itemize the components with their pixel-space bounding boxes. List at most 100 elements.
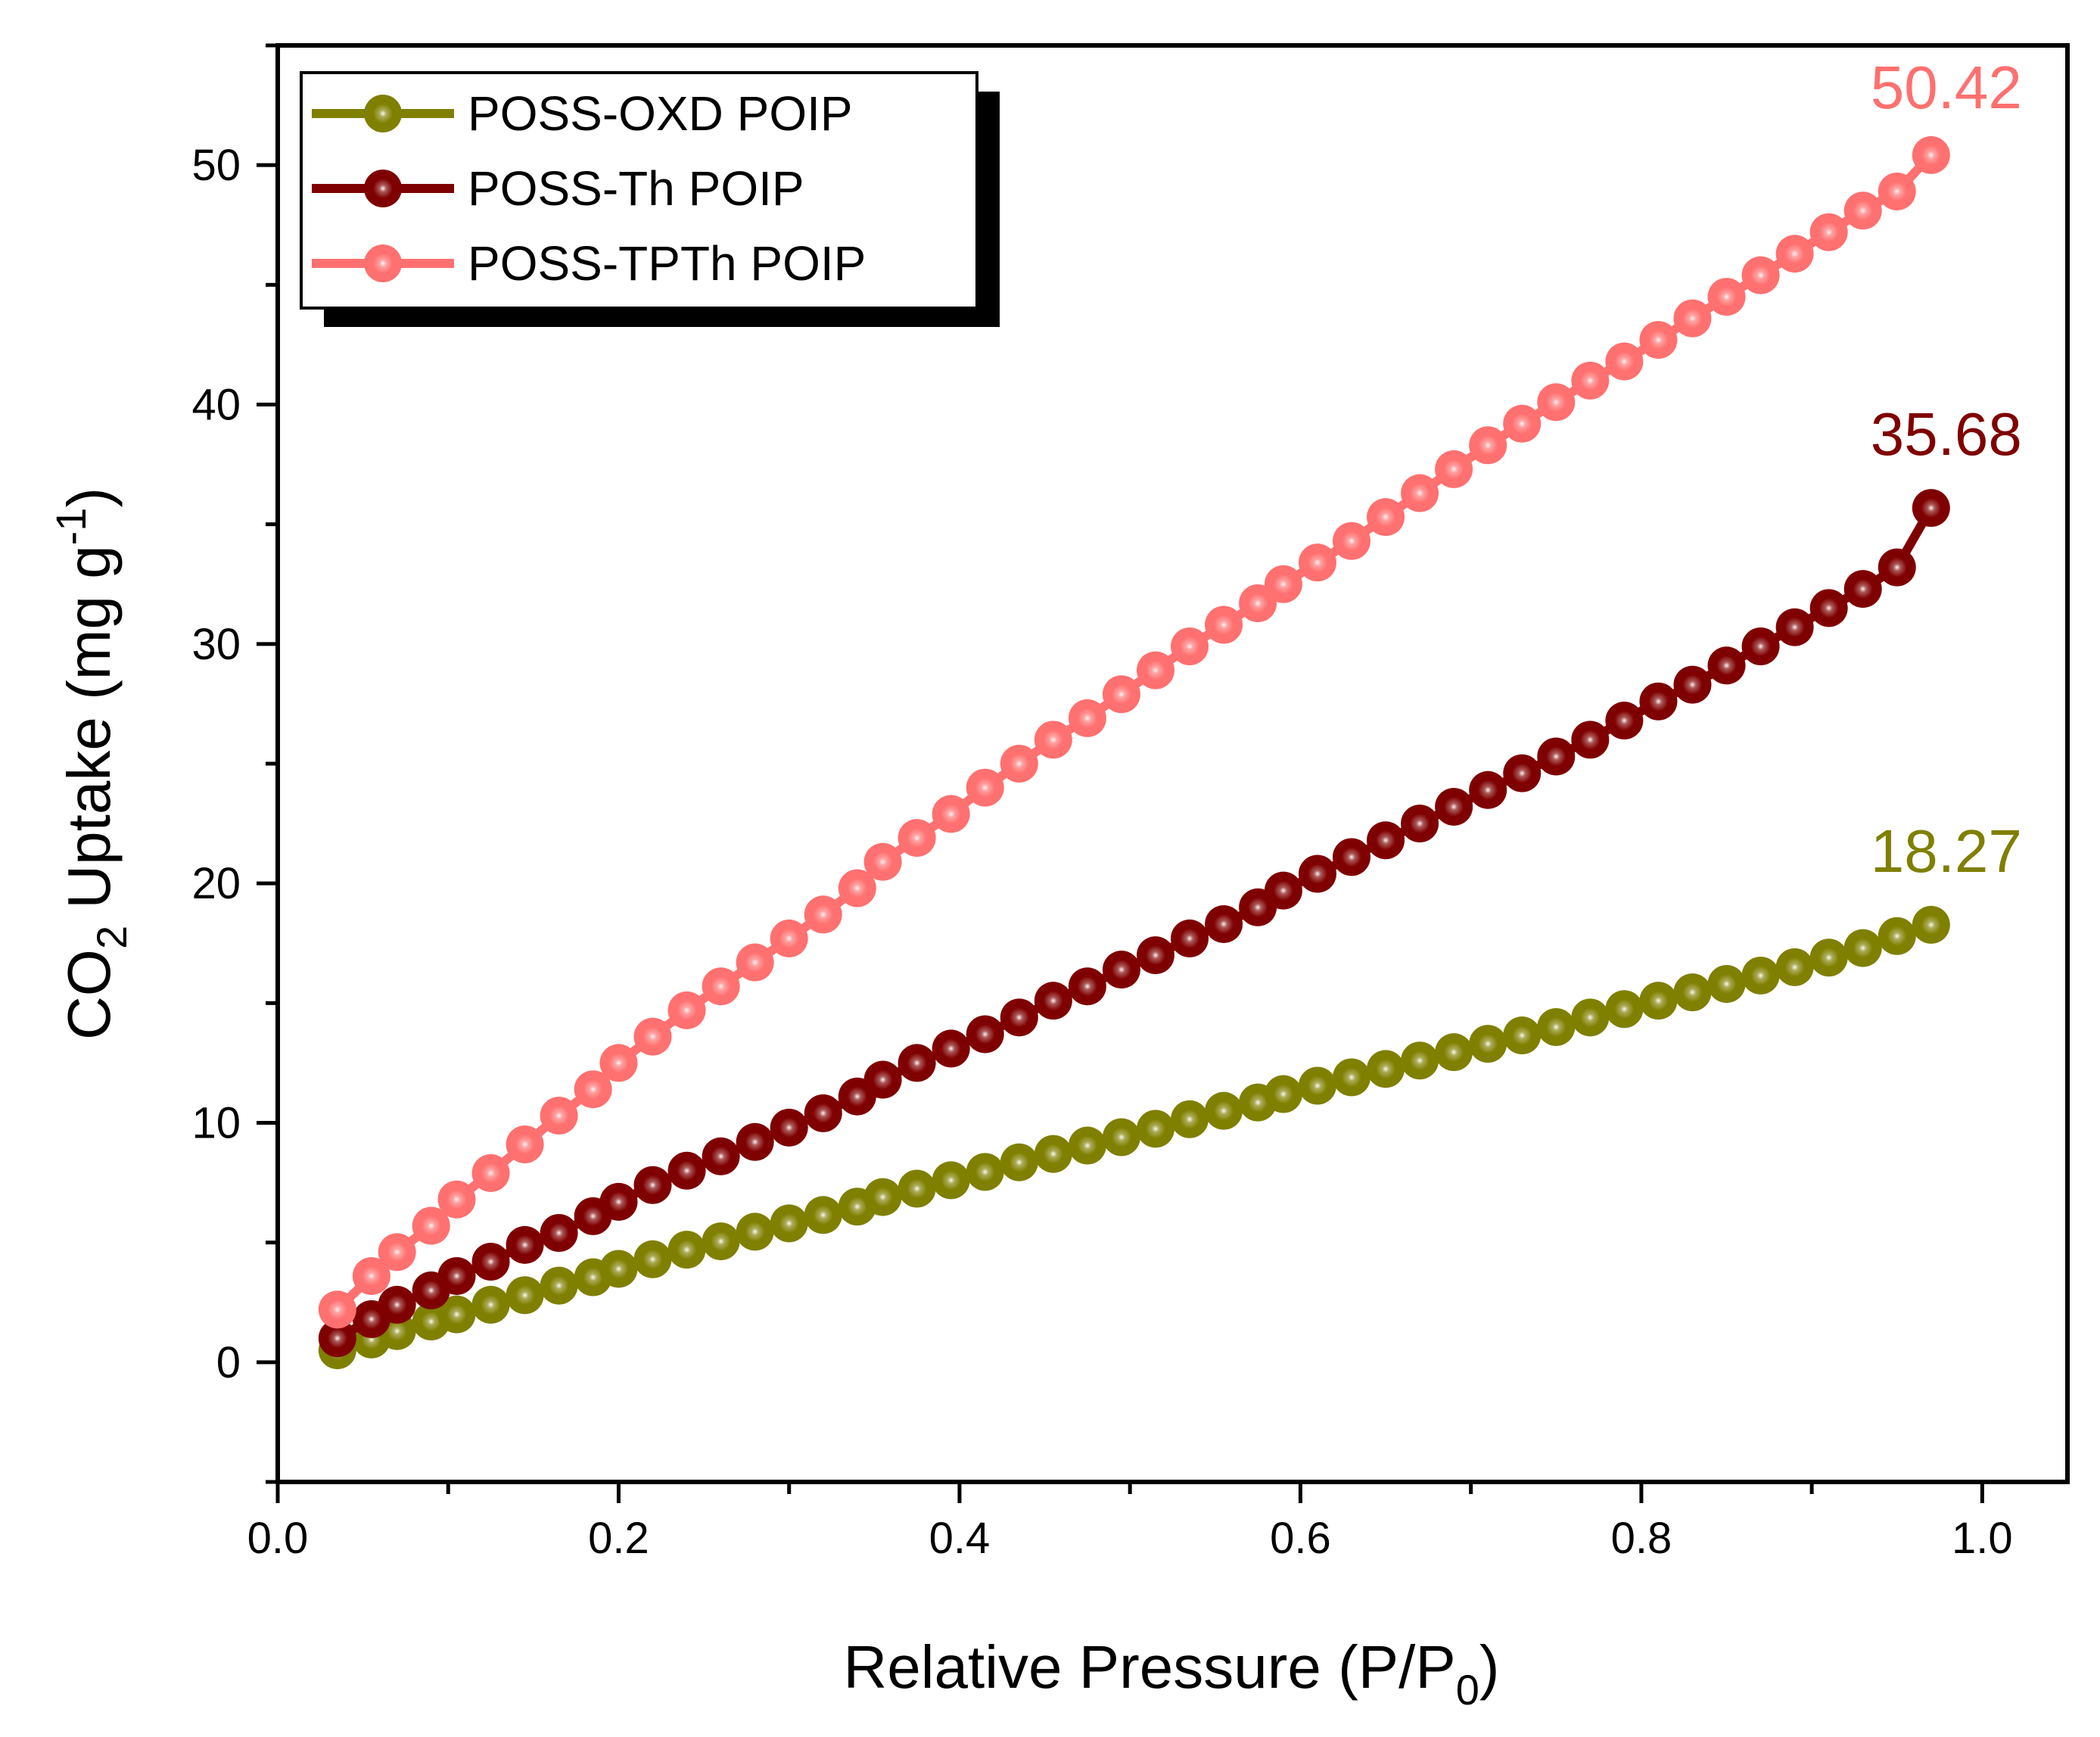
point-highlight [1009, 754, 1029, 774]
point-highlight [1648, 991, 1669, 1011]
point-highlight [1682, 308, 1703, 328]
point-highlight [873, 851, 893, 872]
y-axis-title: CO2 Uptake (mg g-1) [47, 487, 135, 1040]
point-highlight [1784, 617, 1805, 637]
point-highlight [1376, 830, 1396, 851]
point-highlight [1478, 435, 1498, 456]
data-point [1000, 1143, 1038, 1181]
point-highlight [1818, 222, 1839, 242]
data-point [318, 1319, 356, 1358]
legend-item: POSS-TPTh POIP [312, 236, 866, 291]
point-highlight [1580, 1007, 1601, 1028]
data-point [1205, 605, 1243, 644]
point-highlight [1853, 938, 1873, 958]
point-highlight [608, 1259, 629, 1279]
point-highlight [1784, 244, 1805, 264]
point-highlight [1716, 655, 1737, 676]
data-point [1171, 1100, 1209, 1138]
point-highlight [1512, 413, 1532, 434]
data-point [633, 1240, 672, 1278]
data-point [736, 943, 774, 982]
point-highlight [1750, 965, 1771, 985]
point-highlight [745, 952, 765, 973]
point-highlight [1248, 593, 1268, 614]
x-tick-label: 0.0 [247, 1514, 309, 1563]
point-highlight [642, 1249, 663, 1269]
series-layer [318, 135, 1950, 1370]
data-point [702, 1137, 740, 1175]
data-point [1605, 990, 1644, 1029]
data-point [1605, 342, 1644, 381]
point-highlight [421, 1312, 441, 1332]
point-highlight [1145, 1119, 1165, 1139]
point-highlight [1614, 711, 1635, 731]
point-highlight [1614, 999, 1635, 1019]
data-point [471, 1153, 510, 1192]
data-point [540, 1266, 578, 1305]
point-highlight [1273, 1084, 1293, 1104]
point-highlight [1444, 459, 1464, 479]
data-point [1912, 135, 1950, 174]
point-highlight [1145, 660, 1165, 680]
legend-marker-highlight [373, 254, 393, 273]
data-point [378, 1285, 416, 1324]
point-highlight [711, 1231, 731, 1252]
legend-label: POSS-Th POIP [468, 161, 804, 216]
y-tick-labels: 0 10 20 30 40 50 [191, 141, 241, 1387]
y-tick-label: 0 [216, 1338, 241, 1387]
data-point [1034, 721, 1072, 759]
point-highlight [1750, 265, 1771, 285]
data-point [1775, 235, 1814, 273]
x-axis-title: Relative Pressure (P/P0) [844, 1633, 1500, 1714]
x-tick-label: 0.6 [1270, 1514, 1331, 1563]
point-highlight [1444, 796, 1464, 817]
point-highlight [975, 1162, 995, 1182]
data-point [1102, 951, 1140, 989]
point-highlight [1716, 974, 1737, 995]
data-point [574, 1070, 612, 1109]
point-highlight [1853, 579, 1873, 599]
data-point [506, 1225, 544, 1264]
y-tick-label: 40 [191, 381, 241, 430]
point-highlight [1546, 746, 1566, 767]
data-point [770, 1108, 808, 1147]
data-point [1912, 489, 1950, 528]
data-point [863, 1060, 902, 1099]
point-highlight [1077, 976, 1097, 997]
legend-label: POSS-OXD POIP [468, 86, 853, 141]
data-point [736, 1212, 774, 1251]
point-highlight [549, 1275, 569, 1296]
data-point [1401, 1041, 1439, 1080]
data-point [1136, 936, 1174, 975]
data-point [471, 1285, 510, 1324]
point-highlight [1273, 574, 1293, 594]
point-highlight [549, 1223, 569, 1244]
point-highlight [1307, 553, 1327, 573]
data-point [1264, 871, 1302, 910]
data-point [1102, 675, 1140, 714]
point-highlight [813, 1205, 833, 1225]
point-highlight [387, 1321, 407, 1341]
data-point [1707, 965, 1746, 1004]
point-highlight [1784, 957, 1805, 977]
point-highlight [327, 1300, 347, 1320]
point-highlight [515, 1234, 535, 1255]
data-point [966, 1015, 1004, 1054]
point-highlight [1214, 914, 1234, 934]
data-point [599, 1182, 638, 1221]
data-point [1878, 548, 1916, 587]
data-point [506, 1125, 544, 1163]
point-highlight [1077, 1135, 1097, 1156]
point-highlight [515, 1285, 535, 1306]
point-highlight [1887, 926, 1907, 946]
point-highlight [779, 1213, 799, 1234]
data-point [1878, 917, 1916, 955]
point-highlight [1921, 914, 1941, 935]
point-highlight [1342, 531, 1361, 551]
data-point [1843, 929, 1882, 967]
end-value-label: 18.27 [1871, 817, 2022, 885]
end-value-label: 50.42 [1871, 54, 2022, 121]
data-point [1537, 737, 1576, 776]
point-highlight [1248, 897, 1268, 917]
data-point [1068, 967, 1106, 1006]
